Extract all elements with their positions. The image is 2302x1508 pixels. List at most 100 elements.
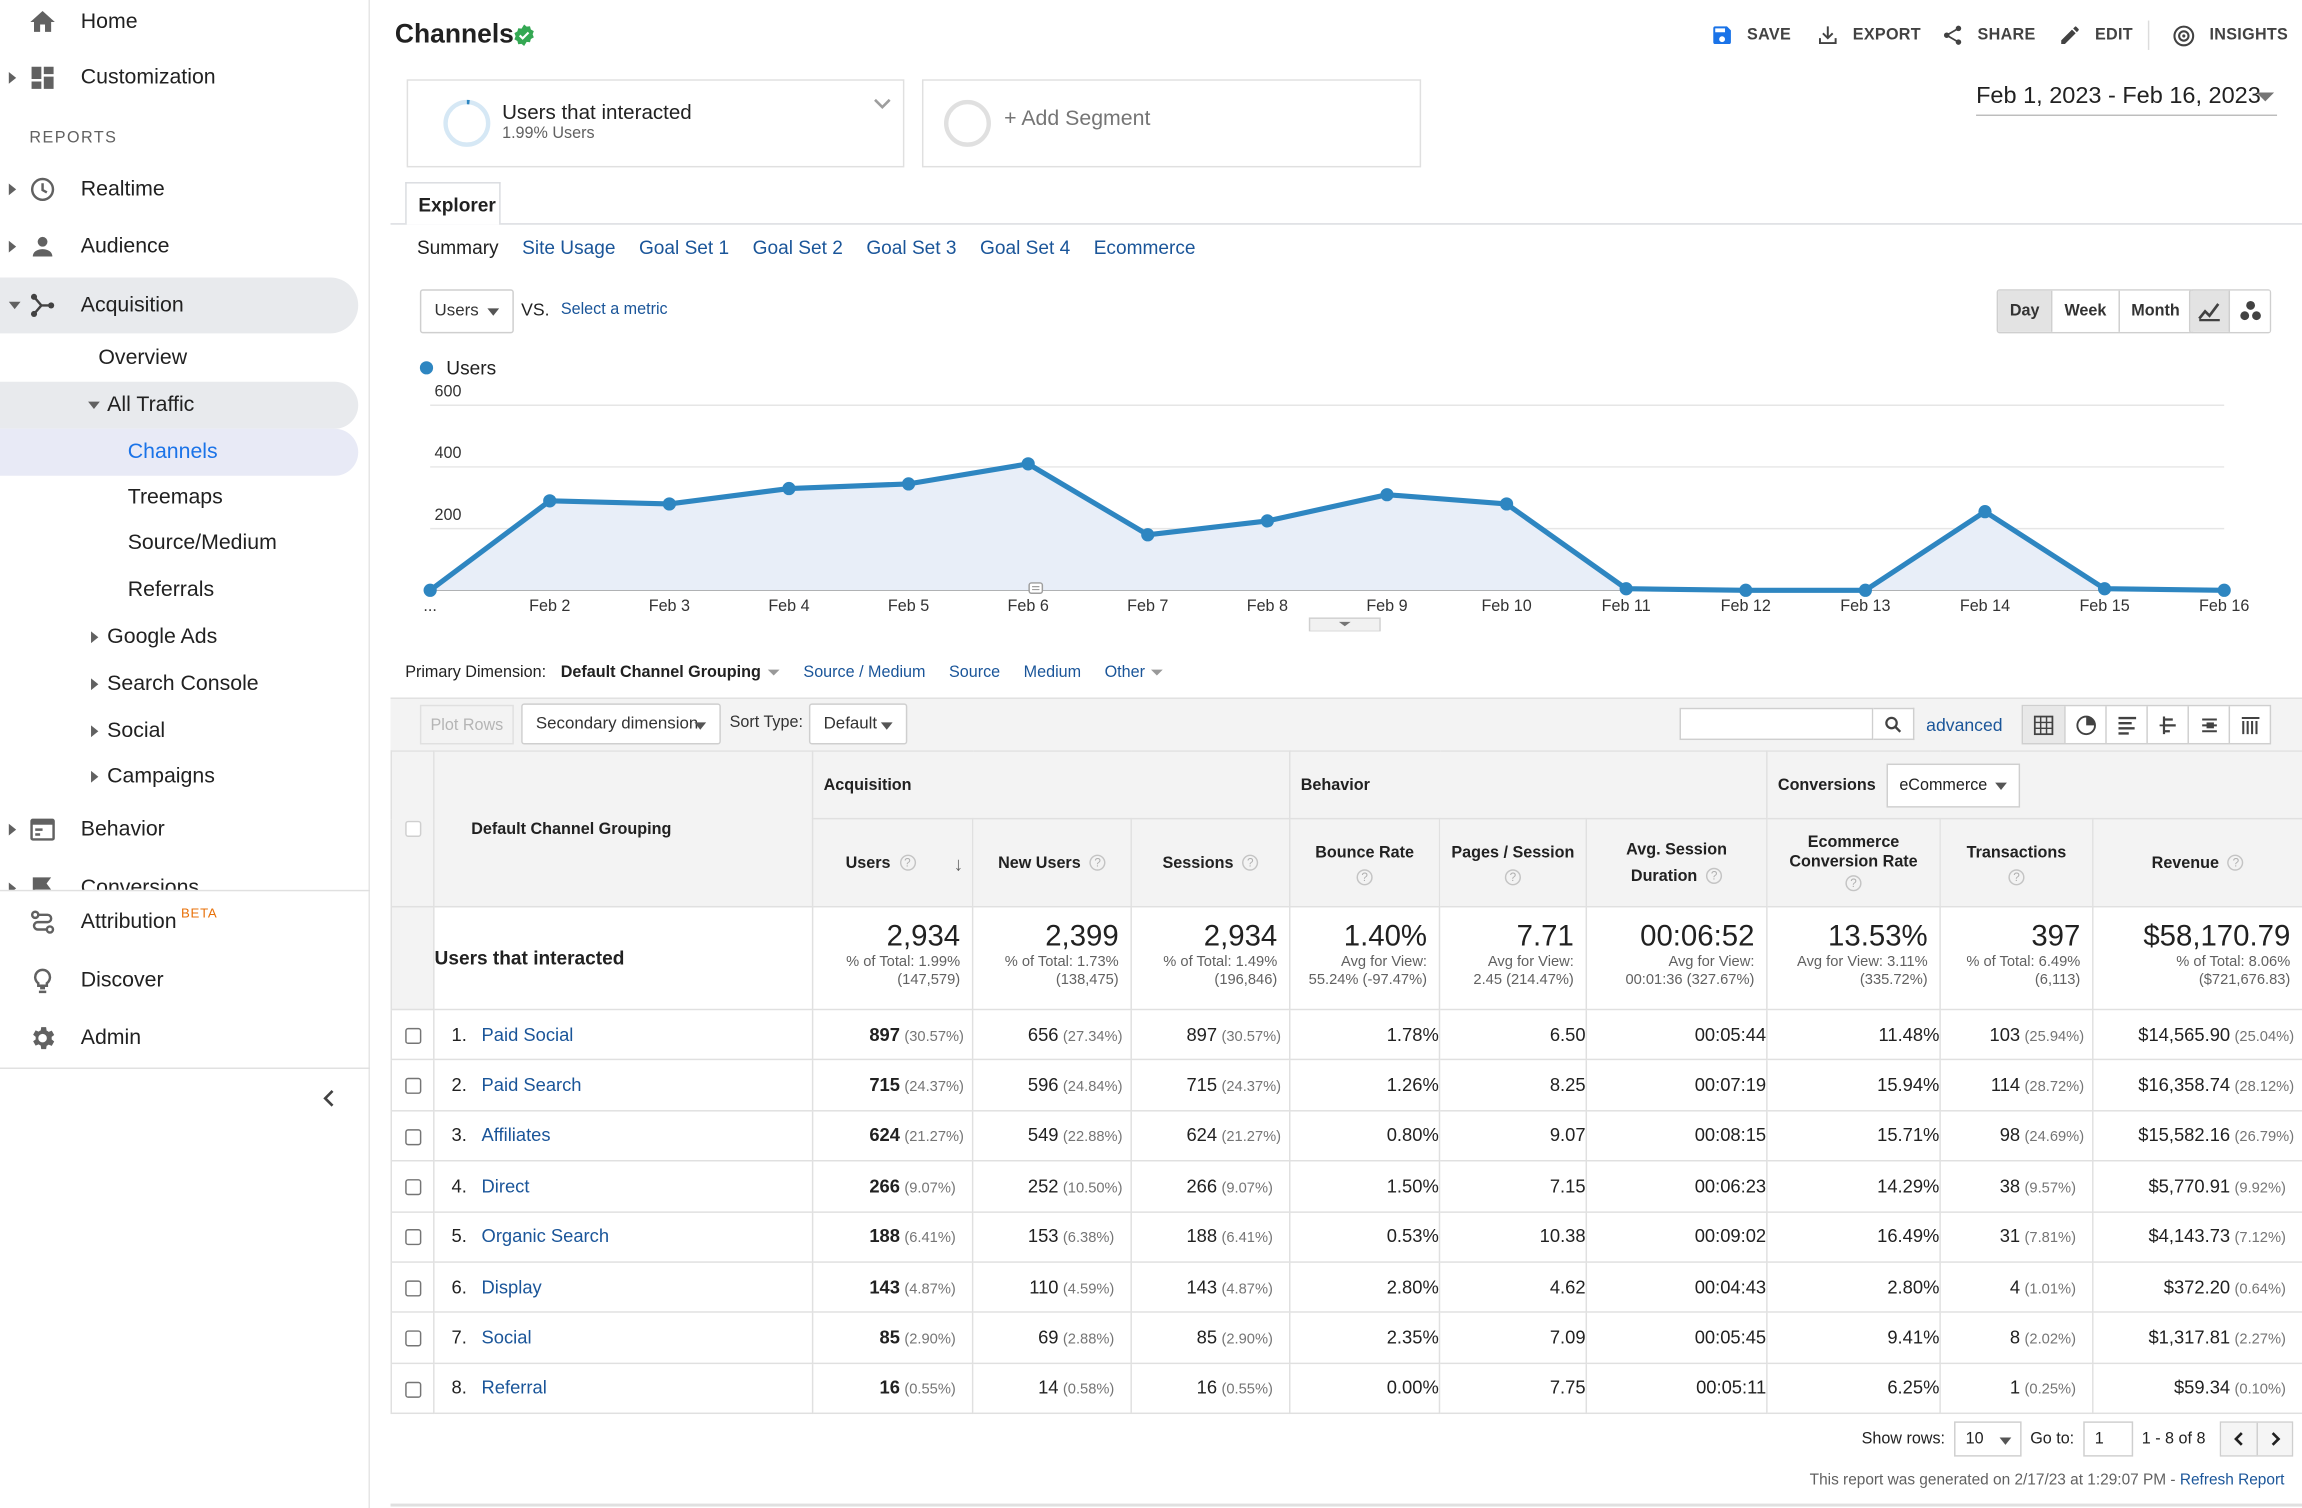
row-checkbox[interactable] xyxy=(404,1330,421,1347)
view-data-button[interactable] xyxy=(2023,706,2065,743)
nav-search-console[interactable]: Search Console xyxy=(0,662,358,706)
dimension-link-other[interactable]: Other xyxy=(1104,663,1145,682)
data-point[interactable] xyxy=(1619,582,1633,596)
subtab-summary[interactable]: Summary xyxy=(416,236,499,259)
annotation-marker-icon[interactable] xyxy=(1028,582,1044,594)
channel-link[interactable]: Direct xyxy=(481,1175,530,1197)
date-range-picker[interactable]: Feb 1, 2023 - Feb 16, 2023 xyxy=(1976,83,2261,109)
data-point[interactable] xyxy=(1141,528,1155,542)
chevron-down-icon[interactable] xyxy=(871,93,894,116)
share-button[interactable]: SHARE xyxy=(1941,21,2036,50)
current-dimension[interactable]: Default Channel Grouping xyxy=(560,663,761,682)
row-checkbox[interactable] xyxy=(404,1280,421,1297)
view-comparison-button[interactable] xyxy=(2146,706,2187,743)
data-point[interactable] xyxy=(1260,514,1274,528)
annotation-toggle-icon[interactable] xyxy=(1308,617,1381,632)
dimension-header[interactable]: Default Channel Grouping xyxy=(433,750,814,908)
help-icon[interactable]: ? xyxy=(1356,869,1373,886)
prev-page-button[interactable] xyxy=(2221,1422,2257,1456)
subtab-goal-set-4[interactable]: Goal Set 4 xyxy=(980,236,1071,259)
view-percentage-button[interactable] xyxy=(2064,706,2105,743)
data-point[interactable] xyxy=(1739,583,1753,597)
col-header-new-users[interactable]: New Users? xyxy=(971,817,1132,908)
nav-customization[interactable]: Customization xyxy=(0,56,358,100)
subtab-ecommerce[interactable]: Ecommerce xyxy=(1093,236,1196,259)
select-all-checkbox[interactable] xyxy=(404,820,421,838)
dimension-link-source-medium[interactable]: Source / Medium xyxy=(803,663,926,682)
data-point[interactable] xyxy=(1978,505,1992,519)
export-button[interactable]: EXPORT xyxy=(1816,21,1921,50)
help-icon[interactable]: ? xyxy=(2008,869,2025,886)
data-point[interactable] xyxy=(662,497,676,511)
nav-google-ads[interactable]: Google Ads xyxy=(0,615,358,659)
rows-per-page-select[interactable]: 10 xyxy=(1953,1421,2022,1457)
help-icon[interactable]: ? xyxy=(2227,854,2244,871)
metric-select[interactable]: Users xyxy=(419,289,514,334)
advanced-filter-link[interactable]: advanced xyxy=(1926,715,2003,736)
view-performance-button[interactable] xyxy=(2105,706,2146,743)
nav-admin[interactable]: Admin xyxy=(0,1016,358,1060)
period-week-button[interactable]: Week xyxy=(2051,290,2119,332)
help-icon[interactable]: ? xyxy=(1706,867,1723,885)
help-icon[interactable]: ? xyxy=(1845,875,1862,892)
data-point[interactable] xyxy=(1380,488,1394,502)
nav-acquisition[interactable]: Acquisition xyxy=(0,277,359,334)
table-search-input[interactable] xyxy=(1679,707,1874,741)
nav-source-medium[interactable]: Source/Medium xyxy=(128,521,277,565)
nav-discover[interactable]: Discover xyxy=(0,959,358,1003)
row-checkbox[interactable] xyxy=(404,1027,421,1044)
data-point[interactable] xyxy=(901,477,916,491)
date-dropdown-icon[interactable] xyxy=(2256,92,2275,102)
add-segment-card[interactable]: + Add Segment xyxy=(921,79,1422,168)
line-chart-button[interactable] xyxy=(2190,290,2231,332)
nav-all-traffic[interactable]: All Traffic xyxy=(0,381,359,429)
data-point[interactable] xyxy=(543,494,557,508)
row-checkbox[interactable] xyxy=(404,1381,421,1398)
subtab-goal-set-3[interactable]: Goal Set 3 xyxy=(866,236,957,259)
channel-link[interactable]: Display xyxy=(481,1276,542,1298)
period-day-button[interactable]: Day xyxy=(1998,290,2052,332)
row-checkbox[interactable] xyxy=(404,1179,421,1196)
col-header-sessions[interactable]: Sessions? xyxy=(1130,817,1291,908)
nav-treemaps[interactable]: Treemaps xyxy=(128,476,223,520)
save-button[interactable]: SAVE xyxy=(1710,21,1791,50)
channel-link[interactable]: Referral xyxy=(481,1377,547,1399)
col-header-ecom-rate[interactable]: Ecommerce Conversion Rate? xyxy=(1766,817,1941,908)
segment-card-users-interacted[interactable]: Users that interacted 1.99% Users xyxy=(406,79,905,168)
col-header-revenue[interactable]: Revenue? xyxy=(2092,817,2302,908)
sort-type-select[interactable]: Default xyxy=(808,703,908,745)
row-checkbox[interactable] xyxy=(404,1078,421,1095)
select-metric-link[interactable]: Select a metric xyxy=(560,301,668,319)
col-header-users[interactable]: Users? ↓ xyxy=(811,817,974,908)
dimension-link-medium[interactable]: Medium xyxy=(1023,663,1082,682)
data-point[interactable] xyxy=(1499,497,1514,511)
help-icon[interactable]: ? xyxy=(1504,869,1521,886)
view-term-cloud-button[interactable] xyxy=(2187,706,2228,743)
data-point[interactable] xyxy=(1858,583,1872,597)
nav-realtime[interactable]: Realtime xyxy=(0,167,358,211)
col-header-pages-session[interactable]: Pages / Session? xyxy=(1438,817,1588,908)
data-point[interactable] xyxy=(2217,583,2231,597)
nav-conversions[interactable]: Conversions xyxy=(0,866,358,890)
conversions-select[interactable]: eCommerce xyxy=(1886,762,2020,807)
period-month-button[interactable]: Month xyxy=(2118,290,2192,332)
help-icon[interactable]: ? xyxy=(899,854,916,871)
data-point[interactable] xyxy=(1021,457,1035,471)
data-point[interactable] xyxy=(782,481,796,496)
tab-explorer[interactable]: Explorer xyxy=(405,182,501,225)
col-header-bounce-rate[interactable]: Bounce Rate? xyxy=(1289,817,1441,908)
col-header-transactions[interactable]: Transactions? xyxy=(1939,817,2094,908)
data-point[interactable] xyxy=(423,583,437,597)
search-button[interactable] xyxy=(1873,707,1915,741)
dimension-link-source[interactable]: Source xyxy=(948,663,1001,682)
next-page-button[interactable] xyxy=(2256,1422,2293,1456)
nav-social[interactable]: Social xyxy=(0,709,358,753)
insights-button[interactable]: INSIGHTS xyxy=(2171,21,2288,50)
motion-chart-button[interactable] xyxy=(2230,290,2270,332)
channel-link[interactable]: Organic Search xyxy=(481,1226,610,1248)
channel-link[interactable]: Social xyxy=(481,1327,532,1349)
goto-page-input[interactable]: 1 xyxy=(2082,1421,2133,1457)
secondary-dimension-select[interactable]: Secondary dimension xyxy=(521,703,721,745)
refresh-report-link[interactable]: Refresh Report xyxy=(2179,1471,2285,1489)
row-checkbox[interactable] xyxy=(404,1229,421,1246)
